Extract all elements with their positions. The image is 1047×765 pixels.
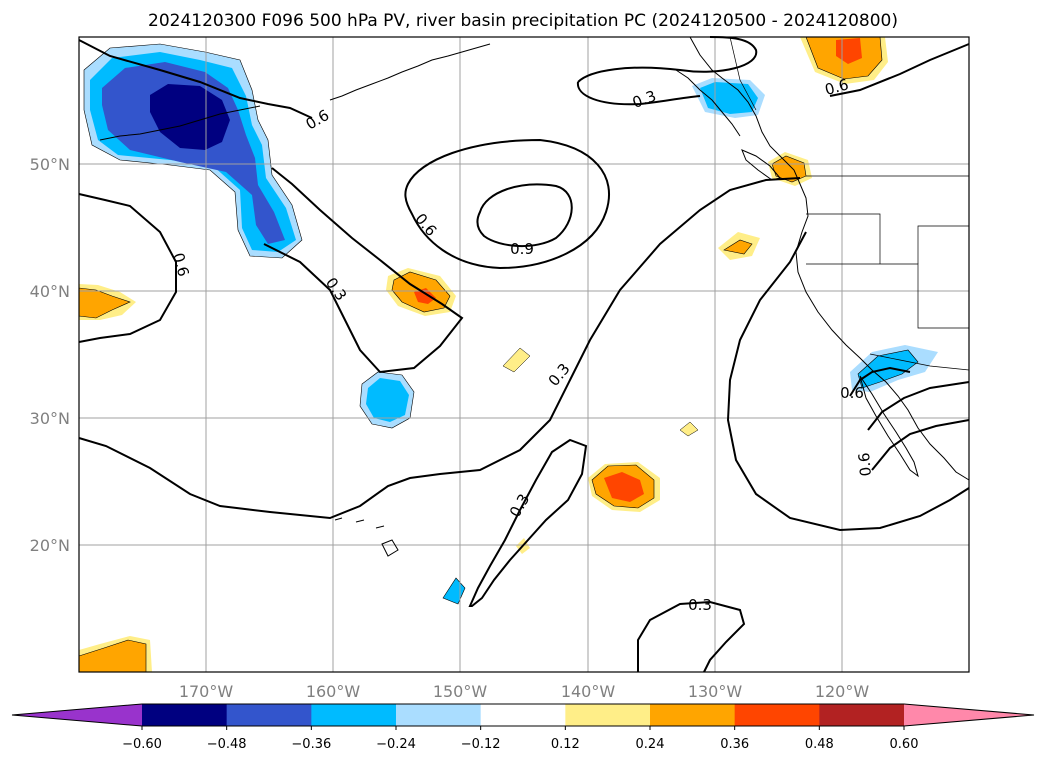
contour-0.6-west-loop bbox=[78, 193, 177, 343]
colorbar-segment bbox=[226, 704, 312, 726]
map-panel: 0.6 0.6 0.6 0.3 0.6 0.9 0.3 0.3 0.3 0.6 … bbox=[78, 36, 970, 673]
colorbar-tick-label: 0.36 bbox=[720, 737, 749, 752]
contour-label: 0.6 bbox=[840, 384, 864, 402]
shaded-anomalies bbox=[78, 36, 938, 673]
contour-0.6-east-loop bbox=[726, 231, 970, 532]
colorbar-tick-label: 0.60 bbox=[890, 737, 919, 752]
negative-anomaly-midpacific bbox=[366, 378, 409, 422]
lon-label-150w: 150°W bbox=[433, 682, 488, 701]
strong-positive-anomaly-midlat bbox=[414, 288, 436, 304]
positive-anomaly-offshore bbox=[723, 239, 753, 255]
alaska-canada-border bbox=[729, 36, 757, 111]
colorbar-tick-label: −0.24 bbox=[376, 737, 416, 752]
lon-label-140w: 140°W bbox=[561, 682, 616, 701]
political-borders bbox=[729, 36, 970, 371]
state-borders-a bbox=[806, 213, 969, 329]
contour-label: 0.6 bbox=[169, 251, 193, 279]
strong-positive-anomaly-subtropic bbox=[604, 472, 644, 502]
colorbar-segment bbox=[480, 704, 566, 726]
lat-label-50n: 50°N bbox=[30, 155, 70, 174]
hawaii-islands bbox=[334, 517, 399, 557]
positive-anomaly-small-a bbox=[502, 347, 531, 373]
colorbar-extend-min bbox=[12, 704, 142, 726]
strong-negative-anomaly-nw bbox=[150, 84, 230, 150]
colorbar-extend-max bbox=[904, 704, 1034, 726]
contour-0.3-south bbox=[637, 600, 746, 673]
colorbar-tick-label: 0.48 bbox=[805, 737, 834, 752]
figure-title: 2024120300 F096 500 hPa PV, river basin … bbox=[148, 11, 898, 31]
colorbar-tick-label: −0.36 bbox=[291, 737, 331, 752]
contour-0.6-center bbox=[404, 138, 611, 270]
lon-label-170w: 170°W bbox=[179, 682, 234, 701]
contour-0.6-east bbox=[829, 43, 970, 97]
pv-contours bbox=[78, 36, 970, 673]
us-mexico-border bbox=[869, 353, 970, 371]
contour-label: 0.9 bbox=[510, 240, 534, 258]
colorbar-segment bbox=[819, 704, 905, 726]
lat-label-20n: 20°N bbox=[30, 536, 70, 555]
contour-label: 0.6 bbox=[823, 75, 851, 99]
colorbar: −0.60 −0.48 −0.36 −0.24 −0.12 0.12 0.24 0.36 0.4… bbox=[11, 703, 1035, 752]
bering-coast bbox=[99, 105, 261, 141]
colorbar-segment bbox=[396, 704, 482, 726]
longitude-labels: 170°W 160°W 150°W 140°W 130°W 120°W bbox=[179, 682, 870, 701]
lat-label-40n: 40°N bbox=[30, 282, 70, 301]
contour-0.3-south-tongue bbox=[468, 438, 588, 607]
lon-label-160w: 160°W bbox=[306, 682, 361, 701]
colorbar-tick-label: −0.60 bbox=[122, 737, 162, 752]
contour-0.3-alaska-lower bbox=[576, 81, 701, 106]
contour-0.3-main bbox=[78, 177, 801, 520]
contour-0.3-north bbox=[263, 167, 464, 374]
moderate-negative-anomaly-nw bbox=[102, 62, 285, 244]
state-borders-b bbox=[917, 225, 969, 264]
contour-label: 0.6 bbox=[855, 452, 875, 477]
contour-0.3-alaska-loop bbox=[577, 36, 758, 83]
contour-0.9-center bbox=[476, 183, 573, 248]
colorbar-segment bbox=[650, 704, 736, 726]
contour-0.6-southeast bbox=[871, 419, 970, 471]
map-frame bbox=[78, 36, 970, 673]
colorbar-tick-label: −0.48 bbox=[207, 737, 247, 752]
baja-peninsula bbox=[859, 375, 919, 478]
positive-anomaly-small-b bbox=[679, 421, 699, 437]
latitude-labels: 20°N 30°N 40°N 50°N bbox=[30, 155, 70, 555]
lat-label-30n: 30°N bbox=[30, 409, 70, 428]
colorbar-tick-label: −0.12 bbox=[461, 737, 501, 752]
colorbar-segment bbox=[565, 704, 651, 726]
contour-0.3-baja bbox=[849, 366, 970, 431]
contour-label: 0.3 bbox=[688, 596, 712, 614]
contour-0.6-nw bbox=[78, 39, 313, 119]
colorbar-tick-label: 0.24 bbox=[636, 737, 665, 752]
colorbar-segment bbox=[311, 704, 397, 726]
lon-label-120w: 120°W bbox=[815, 682, 870, 701]
colorbar-segment bbox=[142, 704, 228, 726]
colorbar-tick-label: 0.12 bbox=[551, 737, 580, 752]
colorbar-segment bbox=[734, 704, 820, 726]
lon-label-130w: 130°W bbox=[688, 682, 743, 701]
alaska-panhandle bbox=[675, 69, 741, 137]
aleutian-islands bbox=[329, 43, 491, 101]
